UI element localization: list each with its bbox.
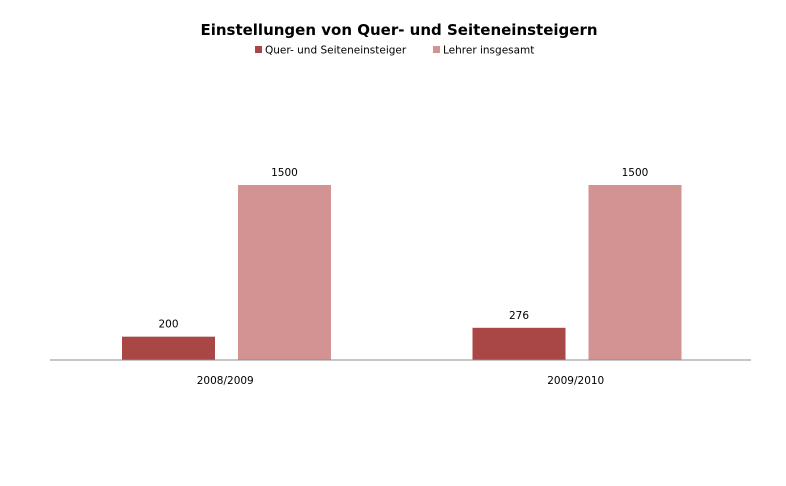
x-tick-label-0: 2008/2009 bbox=[197, 375, 254, 387]
bar-lehrer-insgesamt-0 bbox=[238, 185, 331, 360]
data-labels-group: 200 1500 276 1500 bbox=[158, 167, 648, 331]
bars-group bbox=[122, 185, 682, 360]
data-label-lehrer-insgesamt-0: 1500 bbox=[271, 167, 298, 179]
legend-label-quer-seiteneinsteiger: Quer- und Seiteneinsteiger bbox=[265, 45, 407, 57]
legend-swatch-lehrer-insgesamt bbox=[433, 46, 440, 53]
bar-quer-seiteneinsteiger-0 bbox=[122, 336, 215, 360]
legend: Quer- und Seiteneinsteiger Lehrer insges… bbox=[255, 45, 534, 57]
data-label-quer-seiteneinsteiger-0: 200 bbox=[158, 319, 178, 331]
plot-area: 200 1500 276 1500 2008/2009 2009/2010 bbox=[50, 167, 751, 387]
bar-quer-seiteneinsteiger-1 bbox=[472, 327, 566, 360]
data-label-quer-seiteneinsteiger-1: 276 bbox=[509, 310, 529, 322]
legend-swatch-quer-seiteneinsteiger bbox=[255, 46, 262, 53]
chart-title: Einstellungen von Quer- und Seiteneinste… bbox=[200, 21, 597, 39]
x-tick-label-1: 2009/2010 bbox=[547, 375, 604, 387]
data-label-lehrer-insgesamt-1: 1500 bbox=[622, 167, 649, 179]
x-tick-labels: 2008/2009 2009/2010 bbox=[197, 375, 604, 387]
bar-lehrer-insgesamt-1 bbox=[588, 185, 682, 360]
legend-label-lehrer-insgesamt: Lehrer insgesamt bbox=[443, 45, 534, 57]
